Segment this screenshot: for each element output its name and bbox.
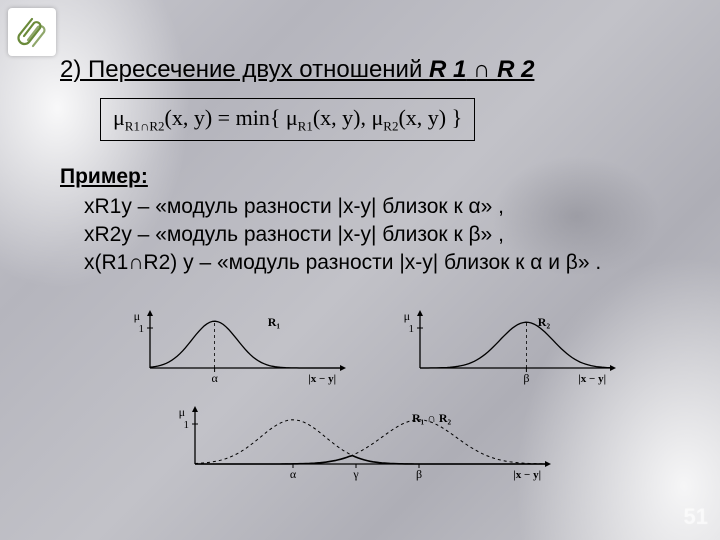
svg-text:|x − y|: |x − y| (513, 469, 541, 481)
svg-text:1: 1 (184, 419, 190, 431)
example-line: xR2y – «модуль разности |x-y| близок к β… (84, 221, 690, 249)
formula-text: μR1∩R2(x, y) = min{ μR1(x, y), μR2(x, y)… (113, 105, 462, 130)
svg-text:β: β (523, 371, 529, 385)
charts-area: μ1|x − y|R₁αμ1|x − y|R₂βμ1|x − y|R₁ ∩ R₂… (0, 306, 720, 506)
svg-text:R₁ ∩ R₂: R₁ ∩ R₂ (412, 411, 452, 425)
section-heading: 2) Пересечение двух отношений R 1 ∩ R 2 (60, 56, 690, 84)
example-line: x(R1∩R2) y – «модуль разности |x-y| близ… (84, 249, 690, 277)
heading-prefix: 2) Пересечение двух отношений (60, 56, 429, 83)
formula-box: μR1∩R2(x, y) = min{ μR1(x, y), μR2(x, y)… (100, 98, 475, 141)
heading-r1: R 1 (429, 56, 466, 83)
chart-intersection: μ1 |x − y| R₁ ∩ R₂ α γ β (175, 402, 565, 482)
example-line: xR1y – «модуль разности |x-y| близок к α… (84, 193, 690, 221)
svg-text:R₁: R₁ (268, 315, 281, 329)
svg-text:|x − y|: |x − y| (578, 373, 606, 385)
page-number: 51 (684, 504, 708, 530)
svg-text:β: β (416, 467, 422, 481)
svg-text:μ: μ (179, 405, 185, 419)
svg-text:α: α (211, 371, 218, 385)
svg-text:α: α (290, 467, 297, 481)
example-title: Пример: (60, 165, 690, 189)
svg-text:μ: μ (404, 309, 410, 323)
svg-text:γ: γ (352, 467, 359, 481)
svg-text:μ: μ (134, 309, 140, 323)
example-lines: xR1y – «модуль разности |x-y| близок к α… (60, 193, 690, 276)
chart: μ1 |x − y| R₁ α (130, 306, 360, 386)
chart: μ1|x − y|R₂β (400, 306, 630, 386)
svg-text:1: 1 (409, 323, 415, 335)
svg-text:1: 1 (139, 323, 145, 335)
svg-text:|x − y|: |x − y| (308, 373, 336, 385)
heading-op: ∩ (466, 56, 497, 83)
heading-r2: R 2 (497, 56, 534, 83)
paperclip-icon (8, 8, 56, 56)
